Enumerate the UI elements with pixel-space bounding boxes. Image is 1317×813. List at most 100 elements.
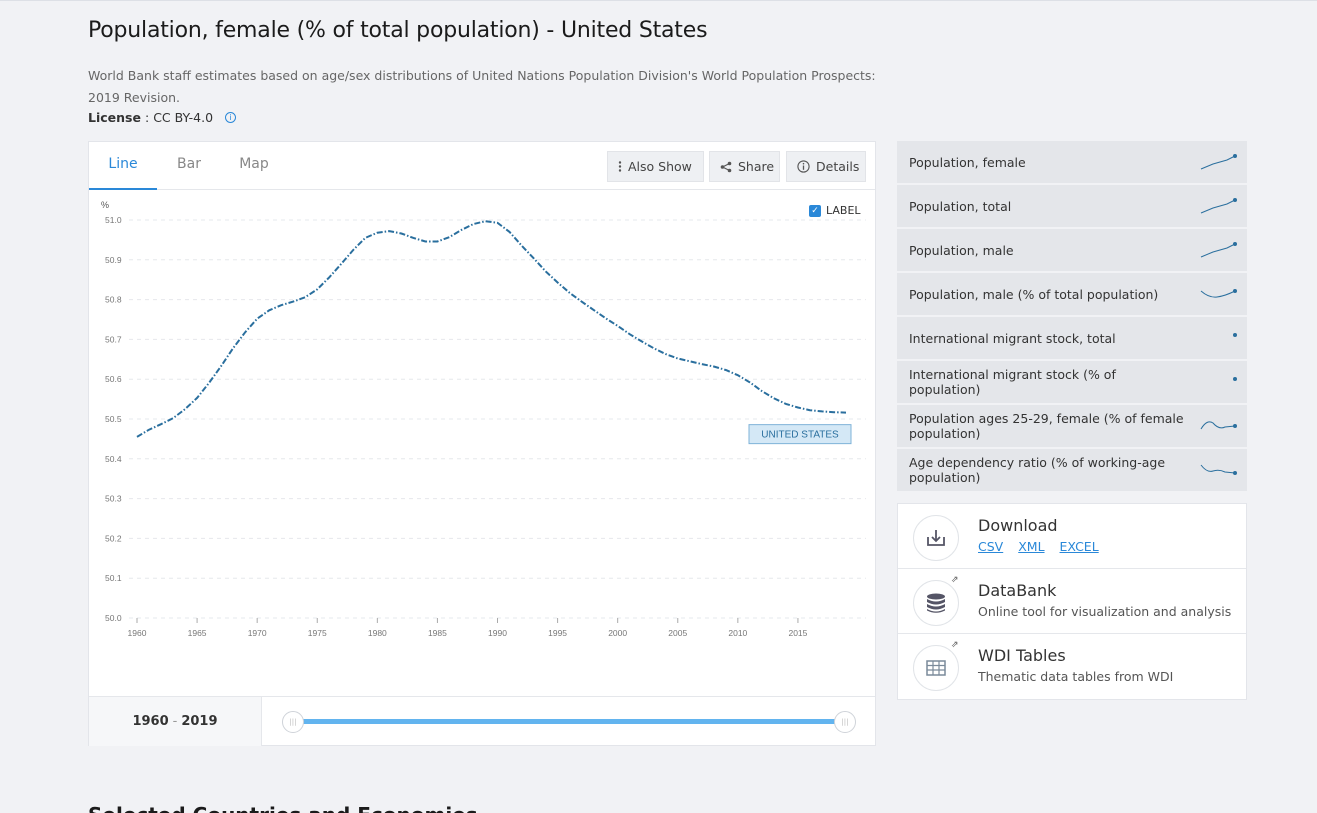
indicator-item[interactable]: Population, total xyxy=(897,185,1247,228)
slider-handle-end[interactable]: ||| xyxy=(834,711,856,733)
license-value: CC BY-4.0 xyxy=(153,110,214,125)
info-circle-icon xyxy=(797,160,810,173)
y-tick-label: 50.5 xyxy=(105,414,122,424)
x-tick-label: 2010 xyxy=(728,628,747,638)
databank-subtitle: Online tool for visualization and analys… xyxy=(978,604,1232,619)
series-line-united-states xyxy=(136,220,847,438)
x-tick-label: 1965 xyxy=(188,628,207,638)
next-section-heading: Selected Countries and Economies xyxy=(88,803,478,813)
download-xml-link[interactable]: XML xyxy=(1018,539,1045,554)
database-icon xyxy=(913,580,959,626)
sparkline-icon xyxy=(1200,464,1237,475)
x-tick-label: 1995 xyxy=(548,628,567,638)
y-tick-label: 50.4 xyxy=(105,454,122,464)
y-tick-label: 50.9 xyxy=(105,255,122,265)
tab-bar[interactable]: Bar xyxy=(177,156,201,172)
wdi-title: WDI Tables xyxy=(978,646,1066,665)
sparkline-icon xyxy=(1200,198,1237,214)
y-tick-label: 50.3 xyxy=(105,494,122,504)
line-chart: % 50.0 50.1 50.2 50.3 50.4 50.5 50.6 50.7 50.8 50.… xyxy=(101,200,866,638)
indicator-label: Population, female xyxy=(909,154,1026,170)
also-show-button[interactable]: Also Show xyxy=(607,151,704,182)
wdi-subtitle: Thematic data tables from WDI xyxy=(978,669,1174,684)
source-note: World Bank staff estimates based on age/… xyxy=(88,68,876,105)
x-tick-label: 1975 xyxy=(308,628,327,638)
sparkline-icon xyxy=(1233,333,1237,337)
sparkline-icon xyxy=(1200,242,1237,258)
more-vertical-icon xyxy=(618,161,622,172)
range-separator: - xyxy=(172,714,178,729)
indicator-label: International migrant stock (% of popula… xyxy=(909,367,1116,397)
share-button[interactable]: Share xyxy=(709,151,780,182)
x-tick-label: 1985 xyxy=(428,628,447,638)
chart-panel: Line Bar Map Also Show Share Details % 50… xyxy=(88,141,876,746)
download-icon xyxy=(913,515,959,561)
x-tick-label: 2000 xyxy=(608,628,627,638)
external-link-icon: ⇗ xyxy=(951,640,959,650)
y-tick-label: 50.8 xyxy=(105,295,122,305)
tab-line[interactable]: Line xyxy=(89,142,157,190)
license-label: License xyxy=(88,110,141,125)
label-toggle-text: LABEL xyxy=(826,204,861,217)
share-label: Share xyxy=(738,159,775,174)
y-tick-label: 50.1 xyxy=(105,573,122,583)
x-tick-label: 1960 xyxy=(128,628,147,638)
external-link-icon: ⇗ xyxy=(951,575,959,585)
x-tick-label: 2015 xyxy=(788,628,807,638)
checkbox-checked-icon[interactable]: ✓ xyxy=(809,204,821,217)
share-icon xyxy=(720,161,732,173)
x-tick-label: 1990 xyxy=(488,628,507,638)
download-excel-link[interactable]: EXCEL xyxy=(1059,539,1099,554)
indicator-label: Population, male xyxy=(909,242,1014,258)
label-toggle[interactable]: ✓ LABEL xyxy=(809,204,861,217)
databank-title: DataBank xyxy=(978,581,1057,600)
y-tick-label: 50.2 xyxy=(105,533,122,543)
tab-map[interactable]: Map xyxy=(239,156,269,172)
wdi-tables-section[interactable]: ⇗ WDI Tables Thematic data tables from W… xyxy=(898,634,1246,699)
y-tick-label: 50.7 xyxy=(105,334,122,344)
download-links: CSV XML EXCEL xyxy=(978,539,1099,554)
download-csv-link[interactable]: CSV xyxy=(978,539,1004,554)
indicator-label: Population, male (% of total population) xyxy=(909,286,1159,302)
databank-section[interactable]: ⇗ DataBank Online tool for visualization… xyxy=(898,569,1246,634)
indicator-item[interactable]: Population, male xyxy=(897,229,1247,272)
related-indicators: Population, female Population, total Popul… xyxy=(897,141,1247,493)
year-range-bar: 1960-2019 ||| ||| xyxy=(89,696,875,746)
indicator-item[interactable]: International migrant stock (% of popula… xyxy=(897,361,1247,404)
y-tick-label: 50.0 xyxy=(105,613,122,623)
year-range-label: 1960-2019 xyxy=(89,697,262,746)
details-button[interactable]: Details xyxy=(786,151,866,182)
also-show-label: Also Show xyxy=(628,159,692,174)
license: License : CC BY-4.0 i xyxy=(88,110,237,125)
indicator-label: International migrant stock, total xyxy=(909,330,1116,346)
indicator-item[interactable]: Age dependency ratio (% of working-age p… xyxy=(897,449,1247,492)
range-end: 2019 xyxy=(181,714,218,729)
slider-handle-start[interactable]: ||| xyxy=(282,711,304,733)
table-icon xyxy=(913,645,959,691)
indicator-label: Population, total xyxy=(909,198,1012,214)
y-unit-label: % xyxy=(101,200,109,210)
indicator-item[interactable]: Population, male (% of total population) xyxy=(897,273,1247,316)
range-start: 1960 xyxy=(132,714,169,729)
download-section: Download CSV XML EXCEL xyxy=(898,504,1246,569)
x-tick-label: 1970 xyxy=(248,628,267,638)
x-tick-label: 1980 xyxy=(368,628,387,638)
y-tick-label: 51.0 xyxy=(105,215,122,225)
license-separator: : xyxy=(144,110,150,125)
page-title: Population, female (% of total populatio… xyxy=(88,18,708,43)
x-tick-label: 2005 xyxy=(668,628,687,638)
year-slider-track[interactable] xyxy=(294,719,847,724)
resources-panel: Download CSV XML EXCEL ⇗ DataBank Online… xyxy=(897,503,1247,700)
sparkline-icon xyxy=(1200,154,1237,170)
indicator-item[interactable]: Population, female xyxy=(897,141,1247,184)
series-label-box xyxy=(748,424,852,445)
sparkline-icon xyxy=(1200,289,1237,298)
sparkline-icon xyxy=(1233,377,1237,381)
y-tick-label: 50.6 xyxy=(105,374,122,384)
indicator-label: Population ages 25-29, female (% of fema… xyxy=(909,411,1184,441)
chart-tabs: Line Bar Map Also Show Share Details xyxy=(89,142,875,190)
indicator-item[interactable]: International migrant stock, total xyxy=(897,317,1247,360)
indicator-item[interactable]: Population ages 25-29, female (% of fema… xyxy=(897,405,1247,448)
info-icon[interactable]: i xyxy=(225,112,237,123)
indicator-label: Age dependency ratio (% of working-age p… xyxy=(909,455,1166,485)
